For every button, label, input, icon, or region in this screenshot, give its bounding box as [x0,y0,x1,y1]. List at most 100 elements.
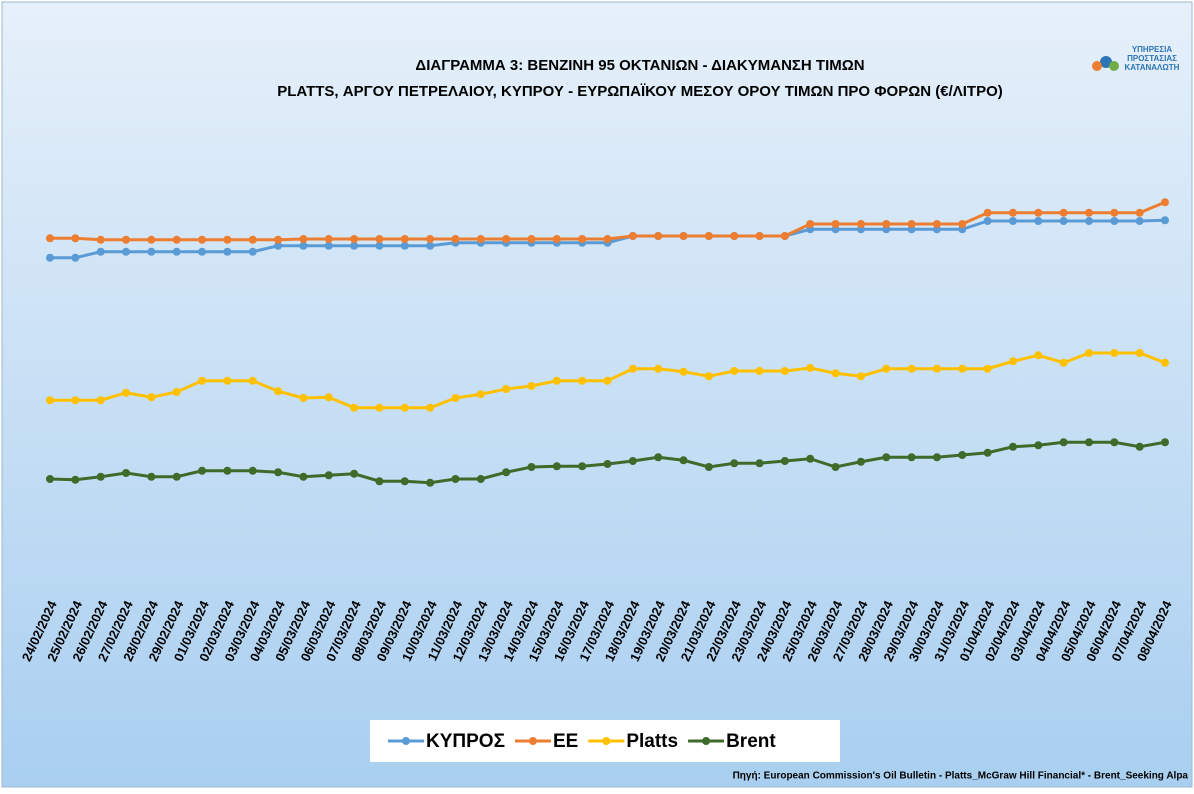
data-point [1135,442,1144,451]
data-point [654,232,663,240]
data-point [46,396,54,405]
data-point [172,247,181,256]
data-point [71,234,80,243]
data-point [628,457,637,465]
data-point [958,220,967,228]
data-point [1161,198,1169,207]
data-point [324,393,333,402]
data-point [400,235,409,243]
data-point [806,364,815,372]
data-point [578,462,587,471]
data-point [274,387,283,396]
data-point [527,382,536,390]
data-point [147,247,156,256]
data-point [856,372,865,381]
data-point [1084,438,1093,447]
data-point [426,235,435,243]
logo-text: ΚΑΤΑΝΑΛΩΤΗ [1125,63,1180,72]
data-point [46,253,54,262]
data-point [502,468,511,477]
data-point [172,235,181,244]
data-point [172,472,181,481]
data-point [147,393,156,402]
data-point [1161,358,1169,367]
data-point [198,466,207,475]
data-point [248,376,257,385]
data-point [122,388,131,397]
data-point [628,364,637,373]
data-point [350,469,359,478]
data-point [299,241,308,250]
data-point [882,364,891,373]
data-point [122,469,131,477]
data-point [806,454,815,463]
data-point [274,241,283,250]
data-point [958,451,967,459]
data-point [451,394,460,402]
data-point [71,396,80,405]
data-point [502,385,511,393]
data-point [907,453,916,462]
data-point [730,367,739,375]
data-point [350,235,359,243]
data-point [603,235,612,243]
data-point [856,457,865,466]
data-point [1110,208,1119,217]
data-point [907,220,916,228]
data-point [274,235,283,244]
data-point [1008,217,1017,225]
data-point [350,241,359,250]
data-point [578,235,587,243]
data-point [603,460,612,468]
logo-icon [1092,61,1102,71]
data-point [1059,438,1068,447]
data-point [71,253,80,262]
data-point [730,232,739,240]
logo-text: ΠΡΟΣΤΑΣΙΑΣ [1127,54,1177,63]
data-point [1084,349,1093,357]
data-point [299,472,308,481]
data-point [654,364,663,373]
data-point [1034,208,1043,217]
data-point [426,478,435,487]
data-point [122,235,131,244]
data-point [147,472,156,481]
data-point [274,468,283,477]
data-point [831,220,840,228]
data-point [426,241,435,250]
data-point [96,247,105,256]
data-point [755,232,764,240]
data-point [451,475,460,483]
chart-title: ΔΙΑΓΡΑΜΜΑ 3: ΒΕΝΖΙΝΗ 95 ΟΚΤΑΝΙΩΝ - ΔΙΑΚΥ… [415,57,864,74]
logo: ΥΠΗΡΕΣΙΑ ΠΡΟΣΤΑΣΙΑΣ ΚΑΤΑΝΑΛΩΤΗ [1092,45,1180,72]
data-point [324,241,333,250]
data-point [527,463,536,471]
data-point [375,403,384,412]
data-point [400,403,409,412]
data-point [223,247,232,256]
data-point [71,475,80,484]
data-point [932,220,941,228]
data-point [1059,358,1068,367]
data-point [932,453,941,462]
data-point [476,235,485,243]
data-point [299,394,308,402]
data-point [780,457,789,465]
data-point [375,477,384,486]
data-point [248,235,257,244]
data-point [983,364,992,373]
data-point [654,453,663,462]
data-point [324,471,333,480]
data-point [350,403,359,412]
data-point [806,220,815,228]
data-point [755,459,764,468]
data-point [1135,208,1144,217]
data-point [704,372,713,381]
legend-swatch [528,737,537,745]
data-point [1135,349,1144,357]
data-point [856,220,865,228]
data-point [96,235,105,244]
data-point [603,376,612,385]
legend-swatch [602,737,611,745]
